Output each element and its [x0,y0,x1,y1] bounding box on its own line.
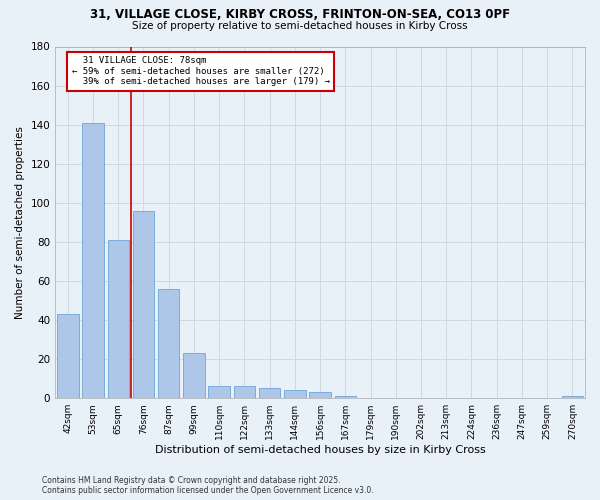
Bar [183,354,205,398]
Bar [310,392,331,398]
Bar [82,122,104,398]
Text: 31 VILLAGE CLOSE: 78sqm
← 59% of semi-detached houses are smaller (272)
  39% of: 31 VILLAGE CLOSE: 78sqm ← 59% of semi-de… [71,56,329,86]
Bar [259,388,280,398]
Y-axis label: Number of semi-detached properties: Number of semi-detached properties [15,126,25,319]
Text: Size of property relative to semi-detached houses in Kirby Cross: Size of property relative to semi-detach… [132,21,468,31]
Bar [208,386,230,398]
Bar [107,240,129,398]
Bar [562,396,583,398]
Text: Contains HM Land Registry data © Crown copyright and database right 2025.
Contai: Contains HM Land Registry data © Crown c… [42,476,374,495]
Bar [335,396,356,398]
Bar [57,314,79,398]
Bar [284,390,305,398]
X-axis label: Distribution of semi-detached houses by size in Kirby Cross: Distribution of semi-detached houses by … [155,445,485,455]
Bar [133,210,154,398]
Bar [233,386,255,398]
Bar [158,289,179,398]
Text: 31, VILLAGE CLOSE, KIRBY CROSS, FRINTON-ON-SEA, CO13 0PF: 31, VILLAGE CLOSE, KIRBY CROSS, FRINTON-… [90,8,510,20]
